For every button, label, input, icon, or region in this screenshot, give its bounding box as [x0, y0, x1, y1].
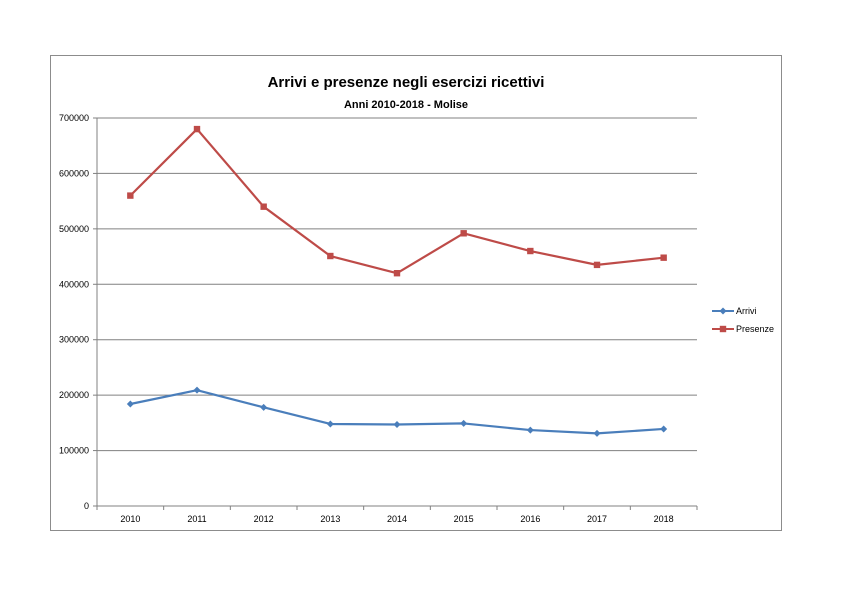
x-tick-label: 2011	[187, 514, 206, 524]
data-point	[593, 429, 601, 437]
legend-label: Arrivi	[736, 306, 757, 316]
x-tick-label: 2013	[320, 514, 340, 524]
x-tick-label: 2014	[387, 514, 407, 524]
data-point	[660, 425, 668, 433]
gridlines	[97, 117, 697, 452]
chart-subtitle: Anni 2010-2018 - Molise	[344, 99, 468, 111]
chart-title: Arrivi e presenze negli esercizi ricetti…	[268, 74, 545, 91]
y-tick-label: 200000	[59, 390, 89, 400]
y-tick-label: 700000	[59, 113, 89, 123]
y-tick-label: 600000	[59, 168, 89, 178]
data-point	[260, 403, 268, 411]
x-tick-label: 2017	[587, 514, 607, 524]
y-tick-label: 400000	[59, 279, 89, 289]
y-tick-label: 500000	[59, 224, 89, 234]
data-point	[527, 247, 534, 255]
x-tick-label: 2018	[654, 514, 674, 524]
data-point	[127, 192, 134, 199]
data-point	[460, 230, 467, 237]
x-tick-label: 2015	[454, 514, 474, 524]
data-point	[393, 421, 401, 429]
data-point	[327, 252, 334, 260]
series-line	[129, 127, 664, 275]
x-tick-label: 2010	[120, 514, 140, 524]
axes	[93, 117, 698, 510]
data-point	[526, 426, 534, 434]
series-presenze	[127, 125, 667, 277]
data-point	[460, 419, 468, 427]
data-point	[719, 307, 727, 315]
y-tick-label: 100000	[59, 446, 89, 456]
x-tick-label: 2016	[520, 514, 540, 524]
data-point	[326, 420, 334, 428]
series-arrivi	[126, 386, 668, 437]
data-point	[660, 254, 667, 261]
x-tick-labels: 2010 2011 2012 2013 2014 2015 2016 2017 2018	[120, 514, 673, 524]
data-point	[593, 261, 601, 269]
data-point	[193, 125, 201, 133]
data-point	[260, 203, 267, 210]
y-tick-label: 0	[84, 501, 89, 511]
series-lines	[126, 125, 668, 437]
data-point	[193, 386, 201, 394]
data-point	[719, 325, 727, 333]
chart-frame	[50, 55, 782, 531]
y-tick-label: 300000	[59, 335, 89, 345]
data-point	[393, 270, 401, 277]
legend: Arrivi Presenze	[712, 306, 774, 334]
legend-entry-presenze: Presenze	[712, 324, 774, 334]
legend-entry-arrivi: Arrivi	[712, 306, 757, 316]
data-point	[126, 400, 134, 408]
legend-label: Presenze	[736, 324, 774, 334]
y-tick-labels: 0 100000 200000 300000 400000 500000 600000 700…	[59, 113, 89, 511]
x-tick-label: 2012	[254, 514, 274, 524]
